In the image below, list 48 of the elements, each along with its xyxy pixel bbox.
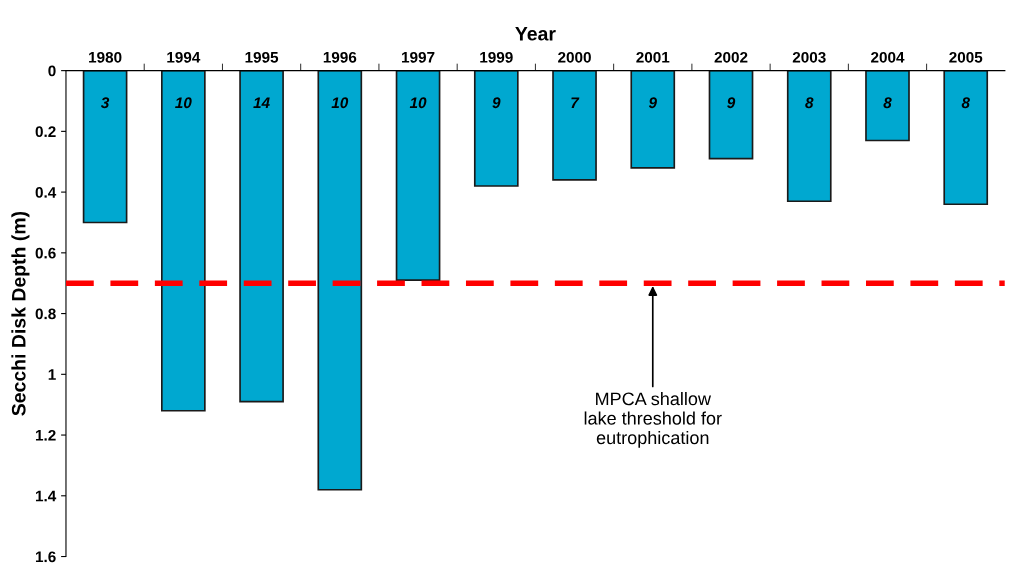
y-axis-title: Secchi Disk Depth (m) <box>11 211 30 416</box>
x-tick-label: 1996 <box>323 51 357 63</box>
annotation: 8 <box>805 97 814 109</box>
x-tick-label: 2005 <box>949 51 983 63</box>
x-tick-label: 1995 <box>245 51 279 63</box>
y-tick-label: 0.4 <box>35 186 57 198</box>
annotation: 10 <box>409 97 427 109</box>
x-tick-label: 2003 <box>792 51 826 63</box>
x-tick-label: 2001 <box>636 51 670 63</box>
annotation: 3 <box>100 97 110 109</box>
y-tick-label: 1 <box>48 369 56 380</box>
annotation: 9 <box>492 97 501 109</box>
x-tick-label: 2004 <box>871 51 905 63</box>
bar <box>708 70 754 160</box>
bar <box>82 70 128 224</box>
annotation: 14 <box>253 97 270 108</box>
y-tick-label: 1.2 <box>35 429 56 441</box>
y-tick-label: 1.4 <box>35 490 57 502</box>
bar <box>317 70 363 491</box>
annotation: 9 <box>727 97 736 109</box>
x-tick-label: 2002 <box>714 51 748 63</box>
annotation: 10 <box>175 97 192 109</box>
x-tick-label: 1997 <box>402 51 435 63</box>
bar <box>865 70 910 142</box>
annotation: 7 <box>571 97 580 108</box>
bar <box>786 70 832 203</box>
annotation: 8 <box>961 97 970 109</box>
bar <box>395 70 441 282</box>
annotation: MPCA shallow lake threshold for eutrophication <box>584 392 722 448</box>
x-tick-label: 2000 <box>558 51 591 63</box>
bar <box>239 70 284 403</box>
y-tick-label: 1.6 <box>35 551 56 563</box>
bar <box>552 70 597 181</box>
annotation: 9 <box>648 97 657 109</box>
bar <box>943 70 989 206</box>
x-axis-title: Year <box>515 27 556 41</box>
x-tick-label: 1980 <box>89 51 122 63</box>
y-tick-label: 0.8 <box>35 308 56 320</box>
y-tick-label: 0.6 <box>35 247 56 259</box>
x-tick-label: 1994 <box>167 51 201 63</box>
bar <box>473 70 519 187</box>
bar <box>160 70 206 412</box>
y-tick-label: 0.2 <box>35 126 56 138</box>
annotation: 10 <box>331 97 349 109</box>
x-tick-label: 1999 <box>480 51 513 63</box>
y-tick-label: 0 <box>48 65 56 77</box>
annotation: 8 <box>883 97 892 109</box>
bar <box>630 70 676 169</box>
